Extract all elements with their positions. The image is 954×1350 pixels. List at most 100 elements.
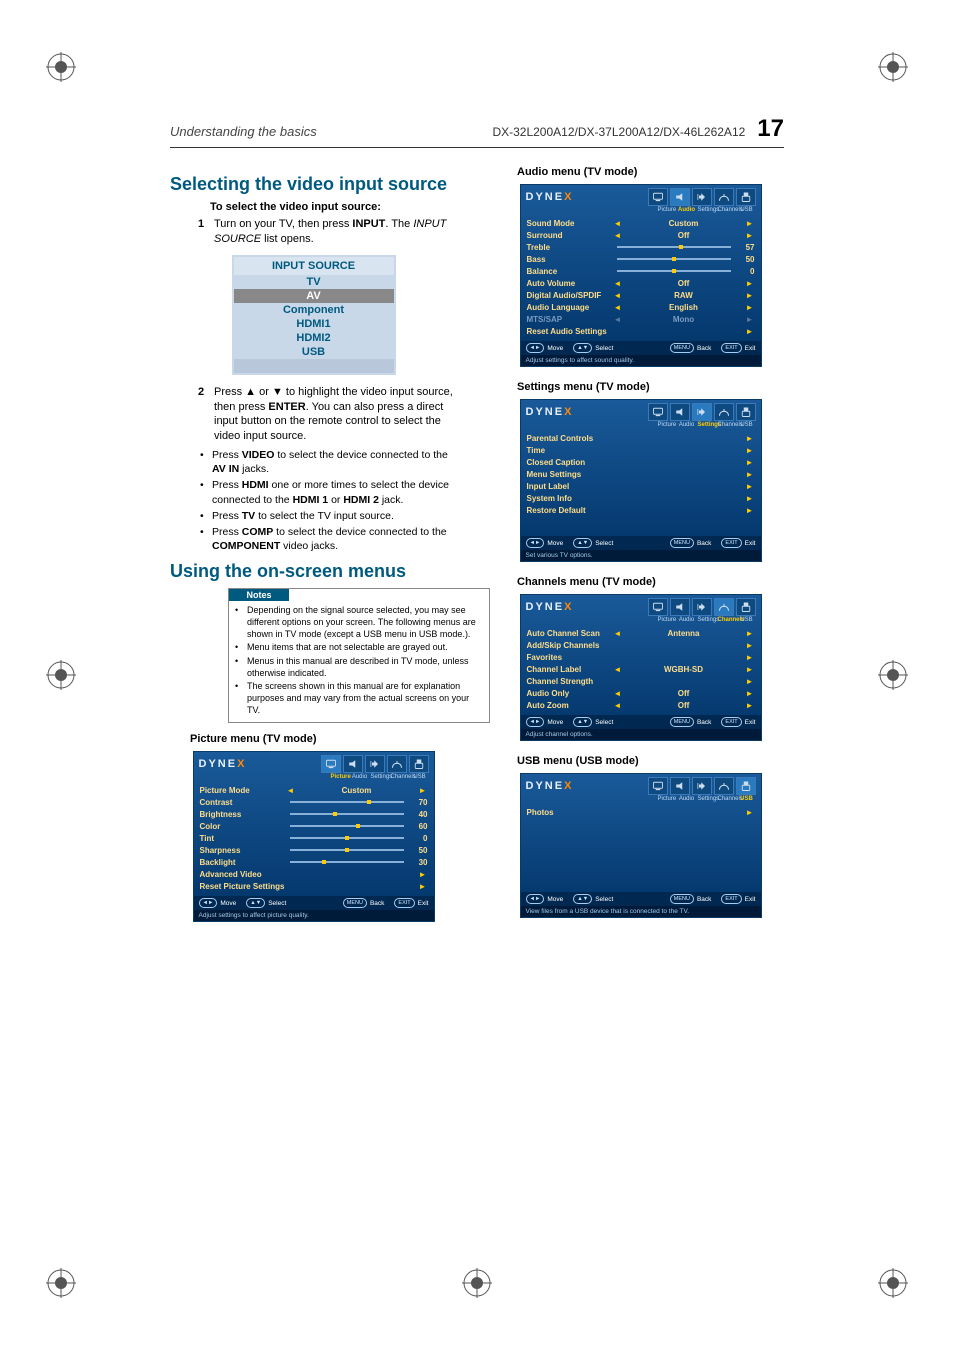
osd-header: DYNEX <box>521 400 761 422</box>
content-columns: Selecting the video input source To sele… <box>170 166 784 936</box>
osd-slider-value: 50 <box>408 846 428 855</box>
osd-tab-settings-icon <box>692 188 712 206</box>
osd-tab-picture-icon <box>321 755 341 773</box>
osd-row-label: Time <box>527 446 613 455</box>
osd-row-label: Advanced Video <box>200 870 286 879</box>
header-section-title: Understanding the basics <box>170 124 317 139</box>
reg-mark-br <box>878 1268 908 1298</box>
osd-row-label: Auto Channel Scan <box>527 629 613 638</box>
osd-row-value: Mono <box>623 315 745 324</box>
arrow-right-icon: ► <box>745 303 755 312</box>
step-text: Press ▲ or ▼ to highlight the video inpu… <box>214 385 457 444</box>
arrow-right-icon: ► <box>745 653 755 662</box>
reg-mark-bl <box>46 1268 76 1298</box>
osd-tab-settings-icon <box>692 777 712 795</box>
osd-row-label: Surround <box>527 231 613 240</box>
osd-channels-menu: DYNEXPictureAudioSettingsChannelsUSBAuto… <box>520 594 762 741</box>
osd-header: DYNEX <box>521 185 761 207</box>
osd-row-label: Channel Strength <box>527 677 613 686</box>
osd-tab-label: Picture <box>331 774 349 780</box>
osd-row: Sound Mode◄Custom► <box>527 217 755 229</box>
osd-row: Auto Channel Scan◄Antenna► <box>527 627 755 639</box>
osd-tab-channels-icon <box>714 777 734 795</box>
osd-row-label: Audio Language <box>527 303 613 312</box>
arrow-right-icon: ► <box>745 219 755 228</box>
osd-tab-picture-icon <box>648 188 668 206</box>
osd-tab-label: Settings <box>371 774 389 780</box>
osd-row: Reset Picture Settings► <box>200 880 428 892</box>
osd-tab-label: Audio <box>678 617 696 623</box>
bullet-item: Press VIDEO to select the device connect… <box>200 448 457 476</box>
osd-tabs <box>648 777 756 795</box>
subheading-to-select: To select the video input source: <box>210 201 457 213</box>
osd-tab-picture-icon <box>648 777 668 795</box>
note-item: Menu items that are not selectable are g… <box>235 642 483 654</box>
osd-row-label: Restore Default <box>527 506 613 515</box>
step-number: 2 <box>198 385 214 444</box>
osd-row: Restore Default► <box>527 504 755 516</box>
osd-body: Sound Mode◄Custom►Surround◄Off►Treble57B… <box>521 215 761 341</box>
osd-tabs <box>321 755 429 773</box>
osd-footer: ◄► Move▲▼ SelectMENU BackEXIT Exit <box>521 715 761 729</box>
arrow-right-icon: ► <box>745 279 755 288</box>
osd-slider <box>617 270 731 272</box>
osd-row-label: Reset Audio Settings <box>527 327 613 336</box>
osd-row-label: Menu Settings <box>527 470 613 479</box>
osd-row-label: Parental Controls <box>527 434 613 443</box>
reg-mark-mr <box>878 660 908 690</box>
arrow-right-icon: ► <box>418 882 428 891</box>
osd-tab-labels: PictureAudioSettingsChannelsUSB <box>194 774 434 782</box>
picture-menu-caption: Picture menu (TV mode) <box>190 733 457 745</box>
osd-tab-label: Picture <box>658 422 676 428</box>
heading-selecting-source: Selecting the video input source <box>170 174 457 195</box>
osd-tab-label: USB <box>411 774 429 780</box>
osd-tab-channels-icon <box>714 598 734 616</box>
dynex-logo: DYNEX <box>526 780 574 792</box>
input-source-spacer <box>234 359 394 373</box>
osd-tab-label: Settings <box>698 796 716 802</box>
osd-row-value: Off <box>623 701 745 710</box>
input-source-item: HDMI1 <box>234 317 394 331</box>
osd-body: Photos► <box>521 804 761 892</box>
osd-row-label: Sound Mode <box>527 219 613 228</box>
heading-using-menus: Using the on-screen menus <box>170 561 457 582</box>
osd-row-value: Custom <box>296 786 418 795</box>
arrow-right-icon: ► <box>745 327 755 336</box>
osd-tab-audio-icon <box>670 403 690 421</box>
osd-row-value: Antenna <box>623 629 745 638</box>
bullet-item: Press HDMI one or more times to select t… <box>200 478 457 506</box>
osd-row-label: Backlight <box>200 858 286 867</box>
dynex-logo: DYNEX <box>526 406 574 418</box>
osd-tab-label: Channels <box>718 422 736 428</box>
osd-body: Picture Mode◄Custom►Contrast70Brightness… <box>194 782 434 896</box>
arrow-right-icon: ► <box>745 494 755 503</box>
osd-picture-menu: DYNEXPictureAudioSettingsChannelsUSBPict… <box>193 751 435 922</box>
osd-tabs <box>648 598 756 616</box>
osd-row: Channel Label◄WGBH-SD► <box>527 663 755 675</box>
osd-footer: ◄► Move▲▼ SelectMENU BackEXIT Exit <box>521 536 761 550</box>
osd-header: DYNEX <box>194 752 434 774</box>
osd-tab-label: Picture <box>658 796 676 802</box>
osd-hint: Adjust settings to affect sound quality. <box>521 355 761 366</box>
usb-menu-caption: USB menu (USB mode) <box>517 755 784 767</box>
reg-mark-ml <box>46 660 76 690</box>
arrow-left-icon: ◄ <box>286 786 296 795</box>
osd-slider <box>290 801 404 803</box>
osd-slider <box>617 258 731 260</box>
osd-row-value: Off <box>623 279 745 288</box>
notes-box: Notes Depending on the signal source sel… <box>228 588 490 723</box>
osd-footer: ◄► Move▲▼ SelectMENU BackEXIT Exit <box>521 892 761 906</box>
arrow-right-icon: ► <box>745 470 755 479</box>
osd-header: DYNEX <box>521 774 761 796</box>
osd-slider-value: 30 <box>408 858 428 867</box>
osd-row-label: Sharpness <box>200 846 286 855</box>
arrow-right-icon: ► <box>745 315 755 324</box>
osd-hint: Set various TV options. <box>521 550 761 561</box>
osd-row-label: Color <box>200 822 286 831</box>
arrow-left-icon: ◄ <box>613 689 623 698</box>
osd-row: Balance0 <box>527 265 755 277</box>
arrow-left-icon: ◄ <box>613 219 623 228</box>
settings-menu-caption: Settings menu (TV mode) <box>517 381 784 393</box>
arrow-right-icon: ► <box>745 808 755 817</box>
osd-row-label: Favorites <box>527 653 613 662</box>
